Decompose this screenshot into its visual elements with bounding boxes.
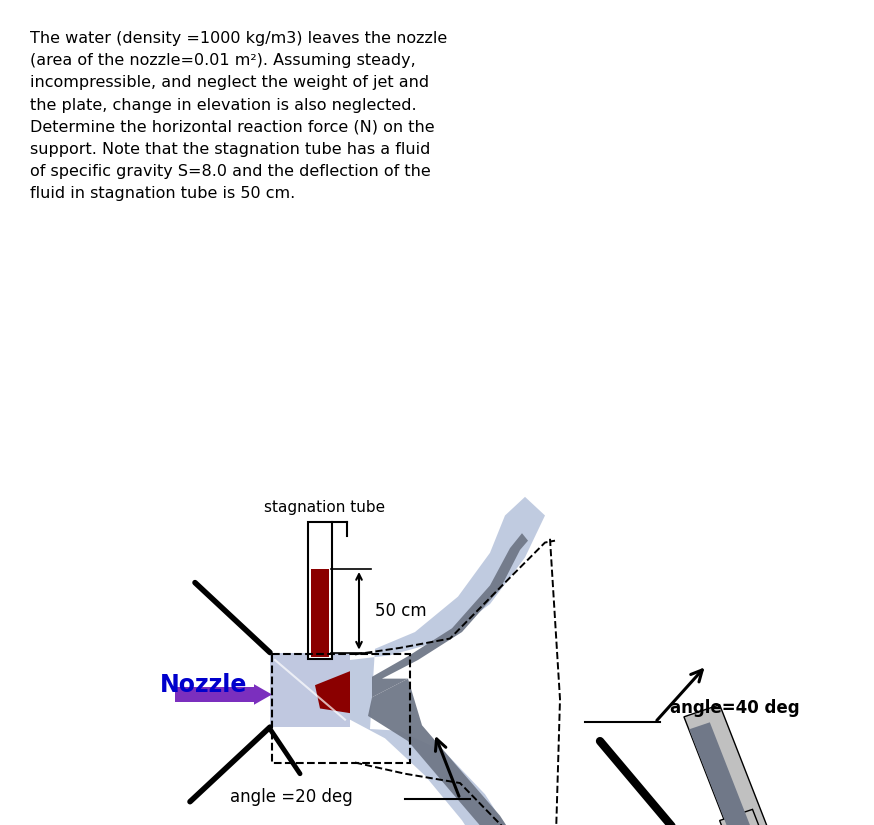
Bar [272, 654, 410, 762]
Polygon shape [372, 533, 528, 697]
Text: The water (density =1000 kg/m3) leaves the nozzle
(area of the nozzle=0.01 m²). : The water (density =1000 kg/m3) leaves t… [30, 31, 447, 201]
Polygon shape [689, 723, 751, 825]
Polygon shape [368, 679, 520, 825]
Text: Nozzle: Nozzle [160, 673, 247, 697]
Text: angle=40 deg: angle=40 deg [670, 700, 800, 718]
Polygon shape [719, 809, 801, 825]
Polygon shape [350, 497, 545, 825]
Text: 50 cm: 50 cm [375, 601, 427, 620]
Bar [308, 522, 332, 659]
Polygon shape [315, 672, 350, 713]
Text: stagnation tube: stagnation tube [265, 500, 385, 515]
Bar [311, 569, 329, 658]
Bar [270, 653, 350, 727]
Polygon shape [684, 705, 776, 825]
Bar [175, 687, 254, 702]
Text: angle =20 deg: angle =20 deg [230, 788, 353, 806]
Polygon shape [254, 684, 272, 705]
